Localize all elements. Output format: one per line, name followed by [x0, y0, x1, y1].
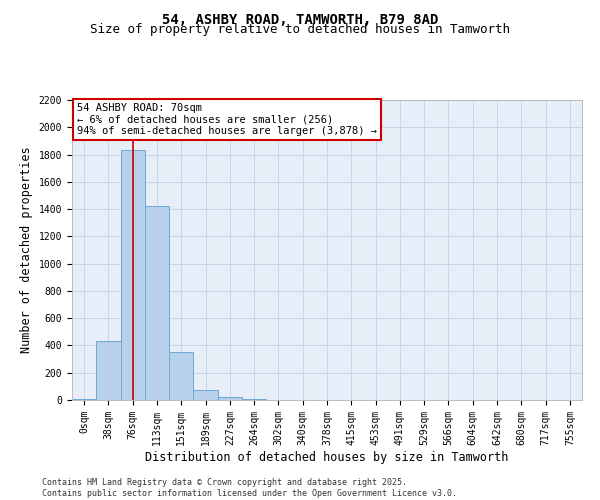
X-axis label: Distribution of detached houses by size in Tamworth: Distribution of detached houses by size … — [145, 450, 509, 464]
Text: Contains HM Land Registry data © Crown copyright and database right 2025.
Contai: Contains HM Land Registry data © Crown c… — [42, 478, 457, 498]
Text: 54, ASHBY ROAD, TAMWORTH, B79 8AD: 54, ASHBY ROAD, TAMWORTH, B79 8AD — [162, 12, 438, 26]
Bar — [121, 150, 145, 400]
Text: Size of property relative to detached houses in Tamworth: Size of property relative to detached ho… — [90, 22, 510, 36]
Bar — [145, 206, 169, 400]
Bar — [193, 390, 218, 400]
Bar — [169, 352, 193, 400]
Text: 54 ASHBY ROAD: 70sqm
← 6% of detached houses are smaller (256)
94% of semi-detac: 54 ASHBY ROAD: 70sqm ← 6% of detached ho… — [77, 103, 377, 136]
Y-axis label: Number of detached properties: Number of detached properties — [20, 146, 33, 354]
Bar — [218, 396, 242, 400]
Bar — [96, 342, 121, 400]
